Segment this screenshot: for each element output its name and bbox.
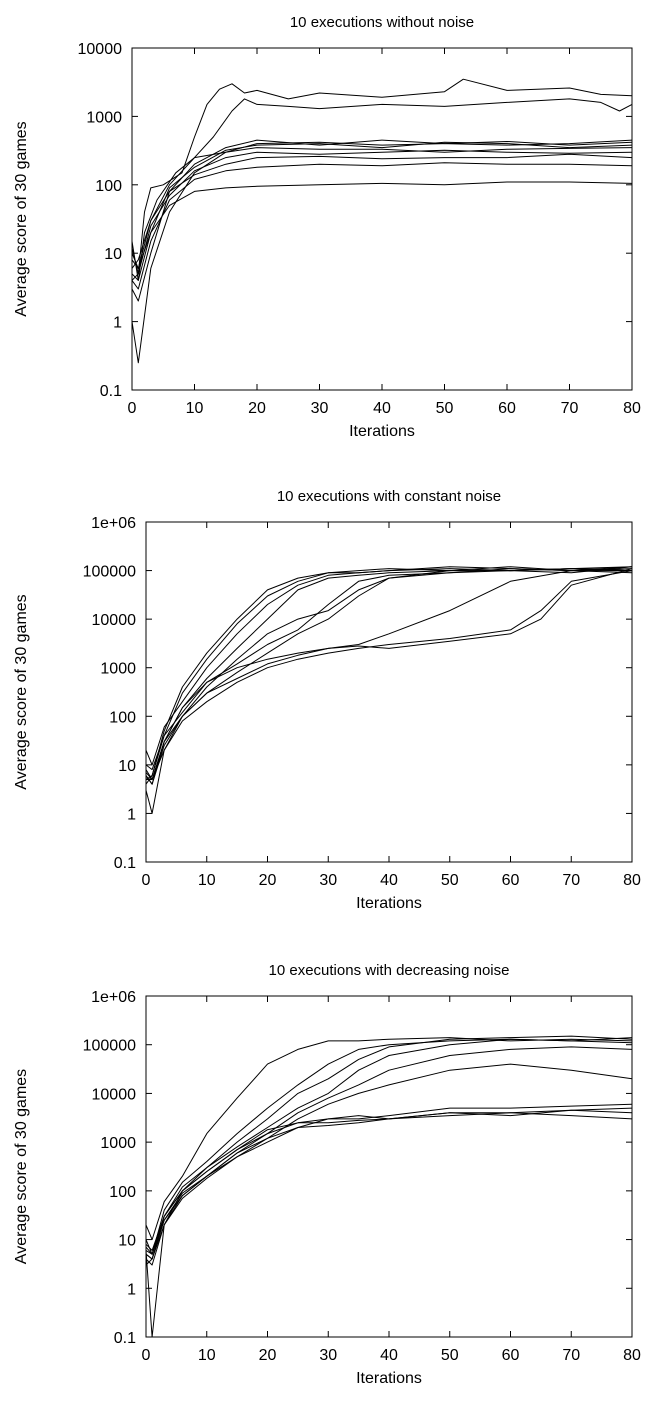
- x-tick-label: 80: [623, 1347, 641, 1364]
- y-axis-label: Average score of 30 games: [13, 1069, 30, 1264]
- x-tick-label: 20: [259, 872, 277, 889]
- series-line: [145, 1112, 633, 1266]
- y-axis-label: Average score of 30 games: [13, 594, 30, 789]
- y-tick-label: 1: [127, 1281, 136, 1298]
- series-line: [131, 78, 633, 275]
- series-line: [145, 566, 633, 780]
- series-line: [145, 568, 633, 785]
- y-tick-label: 100: [95, 178, 122, 195]
- x-tick-label: 0: [128, 400, 137, 417]
- x-tick-label: 20: [248, 400, 266, 417]
- x-tick-label: 30: [319, 872, 337, 889]
- x-tick-label: 60: [502, 1347, 520, 1364]
- series-line: [145, 566, 633, 780]
- x-tick-label: 10: [198, 872, 216, 889]
- y-tick-label: 10000: [92, 612, 137, 629]
- series-line: [145, 566, 633, 771]
- y-tick-label: 10000: [78, 41, 123, 58]
- x-tick-label: 70: [562, 1347, 580, 1364]
- y-axis-label: Average score of 30 games: [13, 121, 30, 316]
- y-tick-label: 100000: [83, 564, 136, 581]
- series-line: [145, 1038, 633, 1260]
- x-tick-label: 50: [441, 872, 459, 889]
- y-tick-label: 0.1: [114, 855, 136, 872]
- series-line: [131, 181, 633, 269]
- x-tick-label: 50: [436, 400, 454, 417]
- y-tick-label: 10000: [92, 1086, 137, 1103]
- y-tick-label: 1000: [100, 661, 136, 678]
- series-line: [131, 162, 633, 290]
- y-tick-label: 1e+06: [91, 989, 136, 1006]
- series-line: [145, 1037, 633, 1255]
- series-line: [131, 139, 633, 302]
- series-line: [145, 1107, 633, 1255]
- y-tick-label: 0.1: [100, 383, 122, 400]
- series-line: [131, 98, 633, 281]
- series-line: [145, 1037, 633, 1241]
- x-tick-label: 0: [142, 872, 151, 889]
- x-tick-label: 70: [561, 400, 579, 417]
- x-axis-label: Iterations: [356, 1370, 422, 1387]
- series-line: [145, 1109, 633, 1266]
- x-tick-label: 50: [441, 1347, 459, 1364]
- x-tick-label: 30: [319, 1347, 337, 1364]
- series-line: [131, 141, 633, 364]
- series-line: [145, 566, 633, 785]
- y-tick-label: 1: [127, 806, 136, 823]
- series-line: [145, 1035, 633, 1251]
- y-tick-label: 1000: [86, 109, 122, 126]
- y-tick-label: 10: [104, 246, 122, 263]
- x-tick-label: 30: [311, 400, 329, 417]
- x-tick-label: 80: [623, 872, 641, 889]
- x-tick-label: 60: [498, 400, 516, 417]
- chart-title: 10 executions without noise: [290, 14, 474, 31]
- chart-panel: 10 executions with constant noise 0 10 20 30…: [13, 488, 641, 912]
- x-tick-label: 40: [373, 400, 391, 417]
- chart-title: 10 executions with decreasing noise: [269, 962, 510, 979]
- chart-panel: 10 executions without noise 0 10 20 30 40 50 60…: [13, 14, 641, 440]
- x-axis-label: Iterations: [349, 423, 415, 440]
- series-line: [131, 149, 633, 281]
- series-line: [131, 141, 633, 281]
- x-tick-label: 70: [562, 872, 580, 889]
- x-axis-label: Iterations: [356, 895, 422, 912]
- y-tick-label: 100: [109, 1184, 136, 1201]
- x-tick-label: 20: [259, 1347, 277, 1364]
- x-tick-label: 10: [198, 1347, 216, 1364]
- y-tick-label: 0.1: [114, 1330, 136, 1347]
- chart-title: 10 executions with constant noise: [277, 488, 501, 505]
- series-line: [146, 570, 633, 780]
- x-tick-label: 40: [380, 872, 398, 889]
- y-tick-label: 1000: [100, 1135, 136, 1152]
- x-tick-label: 40: [380, 1347, 398, 1364]
- chart-panel: 10 executions with decreasing noise 0 10 20…: [13, 962, 641, 1387]
- y-tick-label: 10: [118, 758, 136, 775]
- y-tick-label: 1e+06: [91, 515, 136, 532]
- y-tick-label: 10: [118, 1233, 136, 1250]
- x-tick-label: 0: [142, 1347, 151, 1364]
- y-tick-label: 100000: [83, 1038, 136, 1055]
- x-tick-label: 10: [186, 400, 204, 417]
- series-line: [131, 153, 633, 269]
- y-tick-label: 1: [113, 315, 122, 332]
- x-tick-label: 80: [623, 400, 641, 417]
- series-line: [145, 568, 633, 785]
- series-line: [145, 1103, 633, 1260]
- x-tick-label: 60: [502, 872, 520, 889]
- series-line: [145, 568, 632, 814]
- y-tick-label: 100: [109, 709, 136, 726]
- series-line: [145, 1046, 633, 1338]
